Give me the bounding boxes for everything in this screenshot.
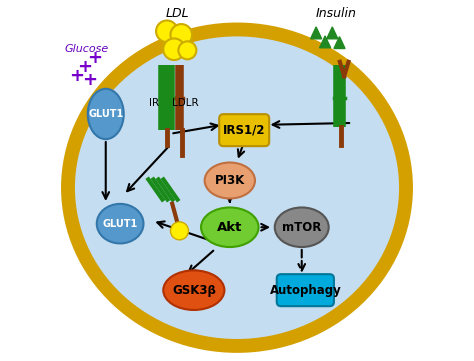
Circle shape: [156, 21, 178, 42]
Ellipse shape: [97, 204, 144, 243]
Polygon shape: [310, 27, 322, 39]
Circle shape: [178, 41, 196, 59]
Ellipse shape: [201, 208, 259, 247]
Text: +: +: [69, 67, 84, 85]
Ellipse shape: [68, 30, 406, 346]
Ellipse shape: [275, 208, 328, 247]
Polygon shape: [334, 37, 345, 48]
Circle shape: [163, 39, 185, 60]
Text: Akt: Akt: [217, 221, 243, 234]
Ellipse shape: [163, 270, 224, 310]
Polygon shape: [327, 27, 338, 39]
Text: Autophagy: Autophagy: [269, 284, 341, 297]
Text: GSK3β: GSK3β: [172, 284, 216, 297]
Text: +: +: [87, 49, 102, 67]
Ellipse shape: [88, 89, 124, 139]
Ellipse shape: [205, 162, 255, 199]
Text: mTOR: mTOR: [282, 221, 321, 234]
FancyBboxPatch shape: [277, 274, 334, 306]
Text: GLUT1: GLUT1: [88, 109, 123, 119]
Polygon shape: [319, 36, 331, 48]
Text: LDL: LDL: [166, 7, 190, 20]
Text: +: +: [77, 58, 92, 76]
Text: +: +: [82, 71, 97, 89]
Text: PI3K: PI3K: [215, 174, 245, 187]
Text: IR: IR: [149, 98, 159, 108]
Text: IRS1/2: IRS1/2: [223, 124, 265, 137]
Circle shape: [171, 24, 192, 45]
Text: LDLR: LDLR: [172, 98, 198, 108]
Text: Glucose: Glucose: [64, 44, 109, 54]
Text: Insulin: Insulin: [316, 7, 356, 20]
Text: GLUT1: GLUT1: [102, 219, 138, 229]
Circle shape: [171, 222, 189, 240]
FancyBboxPatch shape: [219, 114, 269, 146]
